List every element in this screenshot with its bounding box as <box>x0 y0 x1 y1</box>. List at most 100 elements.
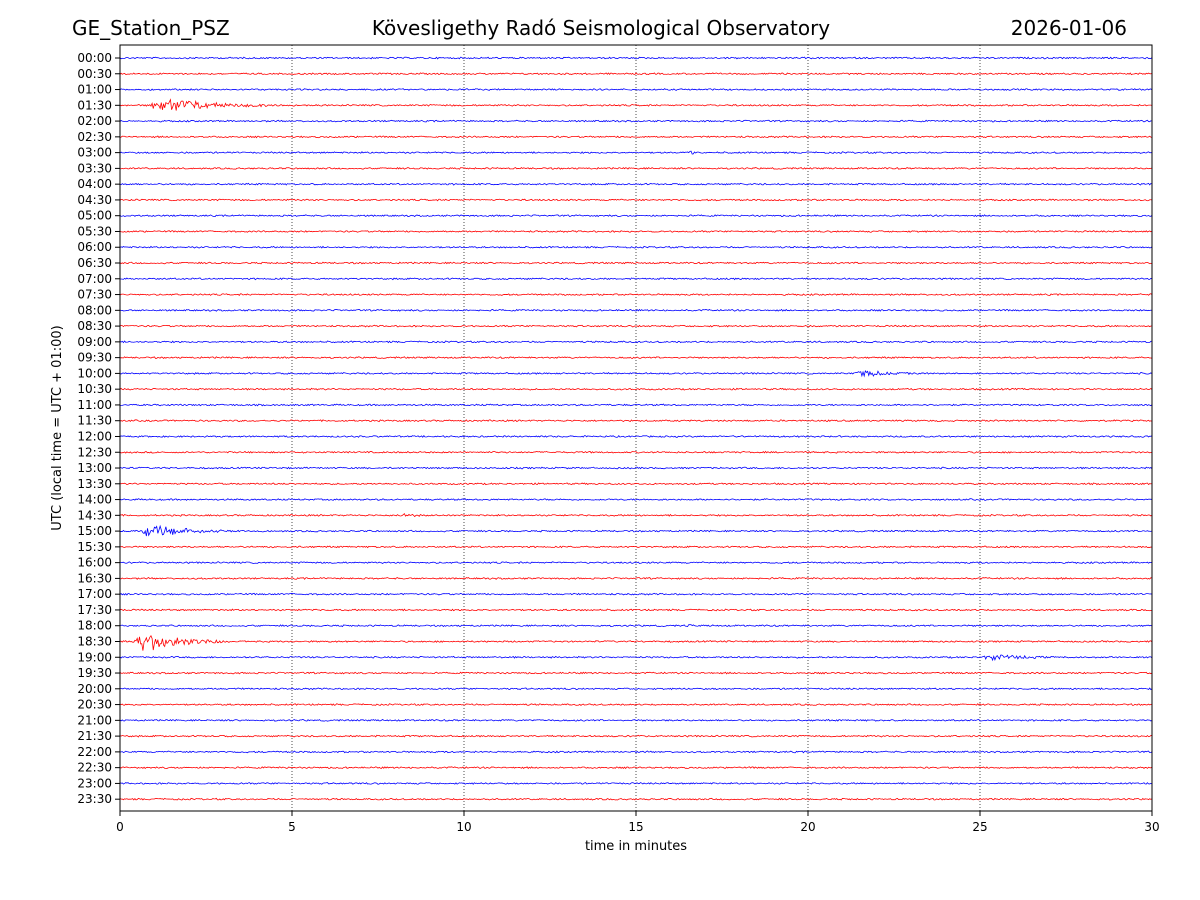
y-tick-label-01:00: 01:00 <box>77 83 112 97</box>
y-tick-label-03:30: 03:30 <box>77 161 112 175</box>
y-tick-label-13:30: 13:30 <box>77 477 112 491</box>
trace-15:00 <box>119 524 1153 537</box>
y-tick-label-19:00: 19:00 <box>77 650 112 664</box>
trace-23:30 <box>119 797 1153 801</box>
y-axis-label: UTC (local time = UTC + 01:00) <box>50 325 65 530</box>
y-tick-label-09:00: 09:00 <box>77 335 112 349</box>
y-tick-label-14:00: 14:00 <box>77 493 112 507</box>
y-tick-label-09:30: 09:30 <box>77 351 112 365</box>
y-tick-label-19:30: 19:30 <box>77 666 112 680</box>
trace-16:00 <box>119 561 1153 565</box>
trace-06:30 <box>119 261 1153 265</box>
y-tick-label-20:00: 20:00 <box>77 682 112 696</box>
trace-09:30 <box>119 356 1153 360</box>
y-tick-label-18:30: 18:30 <box>77 634 112 648</box>
y-tick-label-23:00: 23:00 <box>77 776 112 790</box>
trace-11:30 <box>119 419 1153 423</box>
trace-11:00 <box>119 403 1153 407</box>
trace-00:00 <box>119 56 1153 60</box>
y-tick-label-14:30: 14:30 <box>77 508 112 522</box>
trace-14:30 <box>119 512 1153 518</box>
x-axis-label: time in minutes <box>585 839 687 854</box>
trace-04:00 <box>119 182 1153 186</box>
trace-21:00 <box>119 718 1153 722</box>
y-tick-label-15:30: 15:30 <box>77 540 112 554</box>
x-tick-label-0: 0 <box>116 820 124 834</box>
trace-17:30 <box>119 608 1153 612</box>
y-tick-label-00:30: 00:30 <box>77 67 112 81</box>
y-tick-label-23:30: 23:30 <box>77 792 112 806</box>
y-tick-label-22:00: 22:00 <box>77 745 112 759</box>
trace-02:00 <box>119 119 1153 123</box>
x-tick-label-20: 20 <box>800 820 815 834</box>
trace-01:30 <box>119 98 1153 111</box>
y-tick-label-06:30: 06:30 <box>77 256 112 270</box>
x-tick-label-5: 5 <box>288 820 296 834</box>
y-tick-label-00:00: 00:00 <box>77 51 112 65</box>
y-tick-label-22:30: 22:30 <box>77 761 112 775</box>
trace-09:00 <box>119 340 1153 344</box>
trace-05:30 <box>119 230 1153 233</box>
y-tick-label-05:30: 05:30 <box>77 224 112 238</box>
trace-00:30 <box>119 72 1153 76</box>
trace-16:30 <box>119 576 1153 580</box>
x-tick-label-15: 15 <box>628 820 643 834</box>
date-title: 2026-01-06 <box>1011 16 1127 40</box>
x-axis-ticks: 0 5 10 15 20 25 30 <box>116 811 1160 834</box>
x-tick-label-30: 30 <box>1144 820 1159 834</box>
y-tick-label-20:30: 20:30 <box>77 698 112 712</box>
trace-08:00 <box>119 308 1153 312</box>
y-tick-label-11:00: 11:00 <box>77 398 112 412</box>
y-tick-label-01:30: 01:30 <box>77 98 112 112</box>
y-tick-label-12:00: 12:00 <box>77 429 112 443</box>
trace-22:00 <box>119 750 1153 754</box>
y-tick-label-10:00: 10:00 <box>77 366 112 380</box>
trace-06:00 <box>119 245 1153 249</box>
y-tick-label-21:30: 21:30 <box>77 729 112 743</box>
y-tick-label-07:00: 07:00 <box>77 272 112 286</box>
y-tick-label-15:00: 15:00 <box>77 524 112 538</box>
trace-15:30 <box>119 545 1153 549</box>
plot-frame <box>119 44 1153 812</box>
trace-10:30 <box>119 387 1153 391</box>
trace-19:00 <box>119 654 1153 662</box>
trace-13:00 <box>119 466 1153 470</box>
trace-01:00 <box>119 88 1153 91</box>
y-tick-label-17:30: 17:30 <box>77 603 112 617</box>
y-tick-label-03:00: 03:00 <box>77 146 112 160</box>
trace-03:30 <box>119 166 1153 170</box>
x-tick-label-10: 10 <box>456 820 471 834</box>
trace-07:00 <box>119 277 1153 281</box>
trace-20:00 <box>119 687 1153 691</box>
trace-07:30 <box>119 293 1153 297</box>
y-tick-label-04:30: 04:30 <box>77 193 112 207</box>
y-tick-label-18:00: 18:00 <box>77 619 112 633</box>
trace-14:00 <box>119 498 1153 501</box>
trace-22:30 <box>119 766 1153 770</box>
trace-18:30 <box>119 635 1153 651</box>
y-tick-label-05:00: 05:00 <box>77 209 112 223</box>
y-tick-label-02:00: 02:00 <box>77 114 112 128</box>
trace-18:00 <box>119 624 1153 628</box>
y-tick-label-16:00: 16:00 <box>77 556 112 570</box>
y-tick-label-08:00: 08:00 <box>77 303 112 317</box>
y-tick-label-16:30: 16:30 <box>77 571 112 585</box>
observatory-title: Kövesligethy Radó Seismological Observat… <box>372 16 830 40</box>
trace-12:00 <box>119 434 1153 438</box>
y-tick-label-11:30: 11:30 <box>77 414 112 428</box>
trace-13:30 <box>119 482 1153 486</box>
trace-23:00 <box>119 781 1153 785</box>
y-tick-label-17:00: 17:00 <box>77 587 112 601</box>
trace-12:30 <box>119 450 1153 454</box>
x-tick-label-25: 25 <box>972 820 987 834</box>
trace-10:00 <box>119 369 1153 378</box>
station-title: GE_Station_PSZ <box>72 16 230 40</box>
y-tick-label-08:30: 08:30 <box>77 319 112 333</box>
y-tick-label-06:00: 06:00 <box>77 240 112 254</box>
y-tick-label-04:00: 04:00 <box>77 177 112 191</box>
trace-21:30 <box>119 734 1153 738</box>
trace-17:00 <box>119 592 1153 596</box>
